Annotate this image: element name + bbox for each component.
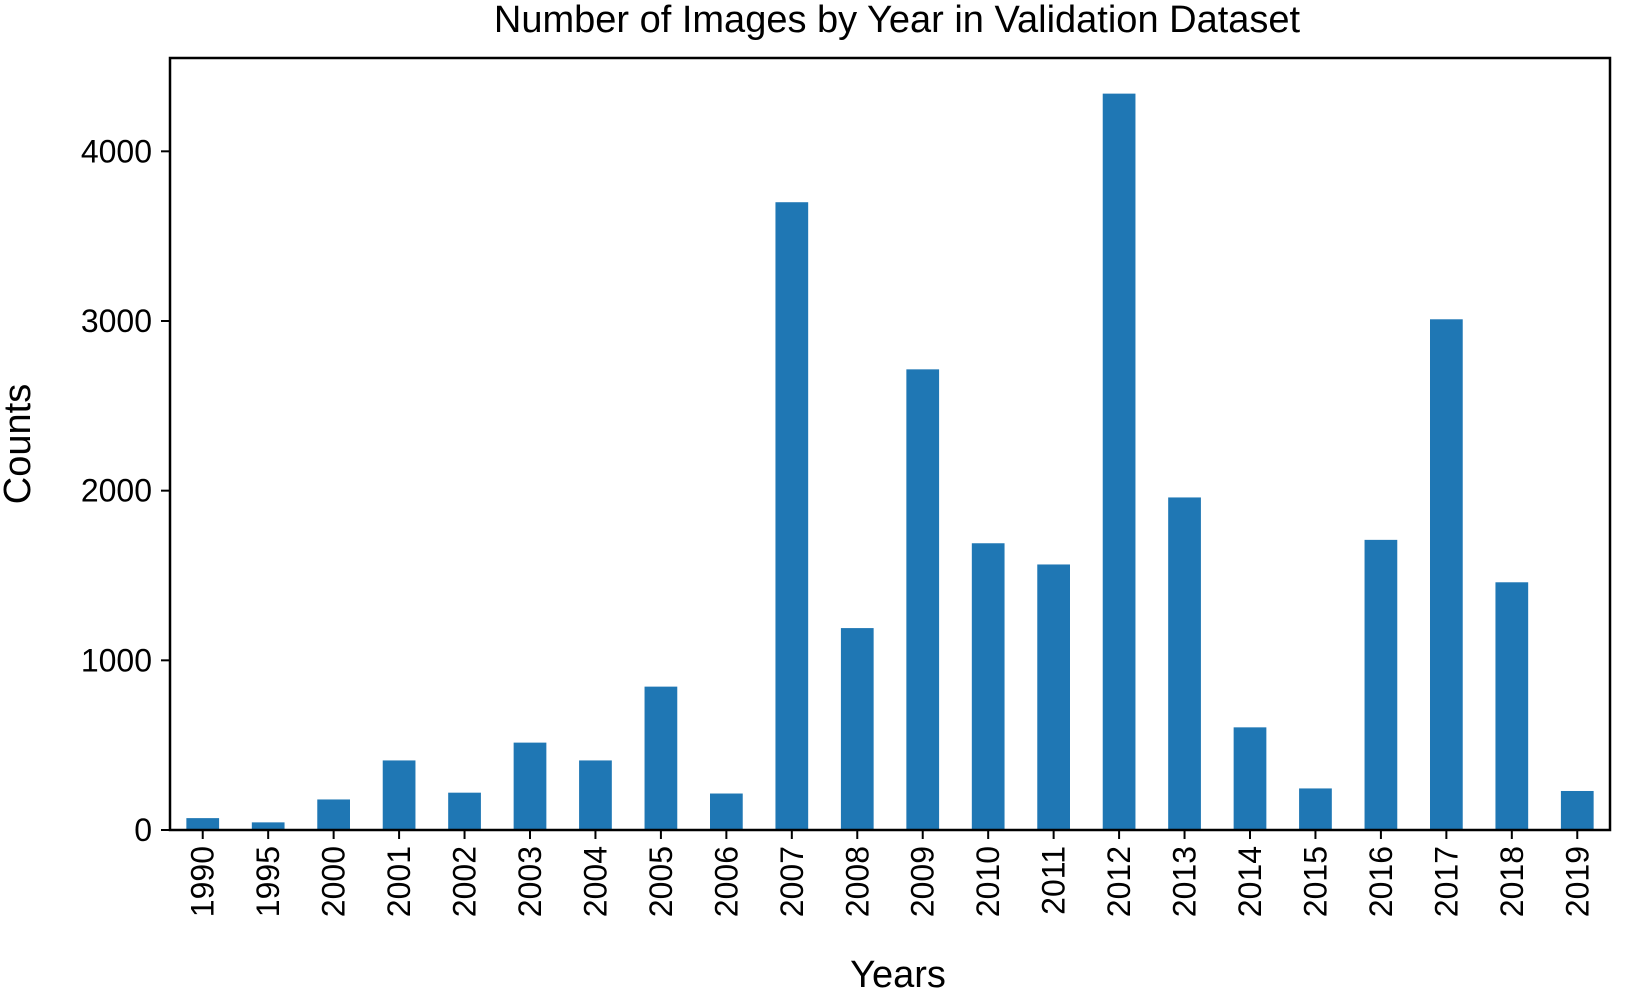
x-tick-label-2013: 2013 [1167,846,1203,917]
x-tick-label-1995: 1995 [250,846,286,917]
x-tick-label-2011: 2011 [1036,846,1072,915]
x-tick-label-2001: 2001 [381,846,417,917]
x-tick-label-2006: 2006 [708,846,744,917]
bar-2006 [710,793,743,830]
bar-2012 [1102,93,1136,831]
x-tick-label-2009: 2009 [905,846,941,917]
x-tick-label-2018: 2018 [1494,846,1530,917]
bar-2009 [906,369,940,830]
x-tick-label-2008: 2008 [839,846,875,917]
bar-2015 [1299,788,1332,830]
bar-2014 [1233,727,1267,830]
bar-2013 [1168,497,1201,830]
plot-area-frame [168,56,1612,832]
bar-2000 [317,799,350,830]
bar-2007 [775,202,809,830]
bar-2018 [1495,582,1529,830]
y-axis-label: Counts [0,384,39,504]
bar-2019 [1560,790,1594,830]
x-tick-label-2007: 2007 [774,846,810,917]
bar-2016 [1364,539,1398,830]
x-tick-label-2014: 2014 [1232,846,1268,917]
bars-group [186,93,1594,831]
x-tick-label-2002: 2002 [447,846,483,917]
bar-2011 [1037,564,1070,830]
chart-title: Number of Images by Year in Validation D… [494,0,1301,41]
bar-2001 [382,760,416,830]
x-axis-ticks: 1990 1995 2000 2001 2002 2003 2004 2005 2006 2007… [185,830,1595,917]
x-tick-label-2012: 2012 [1101,846,1137,917]
x-tick-label-2019: 2019 [1559,846,1595,917]
y-tick-label-2000: 2000 [81,473,152,509]
x-tick-label-2000: 2000 [316,846,352,917]
x-tick-label-2015: 2015 [1297,846,1333,917]
bar-1995 [251,822,285,830]
x-tick-label-1990: 1990 [185,846,221,917]
y-tick-label-4000: 4000 [81,133,152,169]
y-tick-label-0: 0 [134,812,152,848]
y-tick-label-3000: 3000 [81,303,152,339]
bar-2010 [971,543,1005,830]
bar-2004 [579,760,612,830]
bar-2005 [644,686,678,830]
x-tick-label-2016: 2016 [1363,846,1399,917]
y-axis-ticks: 0 1000 2000 3000 4000 [81,133,170,848]
x-tick-label-2003: 2003 [512,846,548,917]
bar-1990 [186,818,220,830]
x-tick-label-2005: 2005 [643,846,679,917]
y-tick-label-1000: 1000 [81,642,152,678]
x-tick-label-2017: 2017 [1428,846,1464,917]
x-tick-label-2004: 2004 [577,846,613,917]
x-axis-label: Years [850,954,946,996]
bar-2008 [840,628,874,830]
bar-2003 [513,742,547,830]
bar-2002 [448,792,481,830]
bar-2017 [1430,319,1463,830]
x-tick-label-2010: 2010 [970,846,1006,917]
